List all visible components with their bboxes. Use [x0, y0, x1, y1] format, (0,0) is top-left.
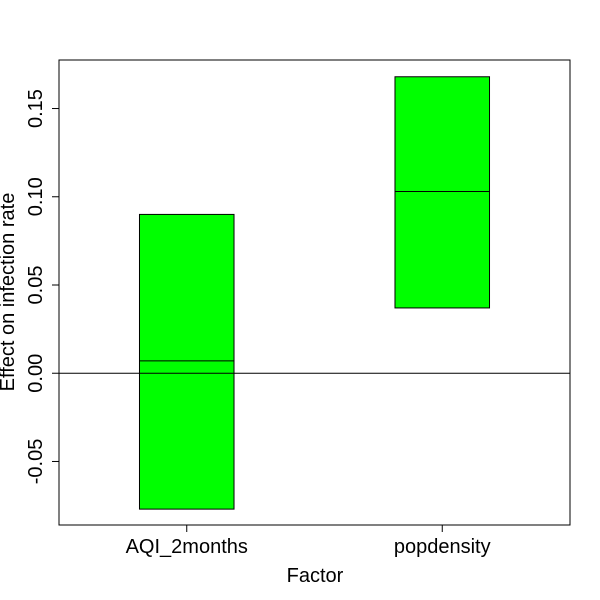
x-axis-title: Factor	[287, 565, 344, 587]
y-axis: -0.05 0.00 0.05 0.10 0.15	[25, 89, 59, 484]
y-tick-label: 0.00	[25, 354, 47, 393]
bars-group	[138, 76, 491, 510]
y-tick-label: -0.05	[25, 439, 47, 485]
y-axis-title: Effect on infection rate	[0, 193, 19, 392]
x-tick-label-AQI_2months: AQI_2months	[126, 536, 248, 558]
bar-AQI_2months	[138, 213, 235, 510]
y-tick-label: 0.15	[25, 89, 47, 128]
x-tick-label-popdensity: popdensity	[394, 536, 491, 558]
plot-frame	[58, 59, 571, 526]
x-axis: AQI_2months popdensity	[126, 525, 491, 558]
y-tick-label: 0.05	[25, 266, 47, 305]
bar-popdensity	[394, 76, 491, 309]
y-tick-label: 0.10	[25, 177, 47, 216]
